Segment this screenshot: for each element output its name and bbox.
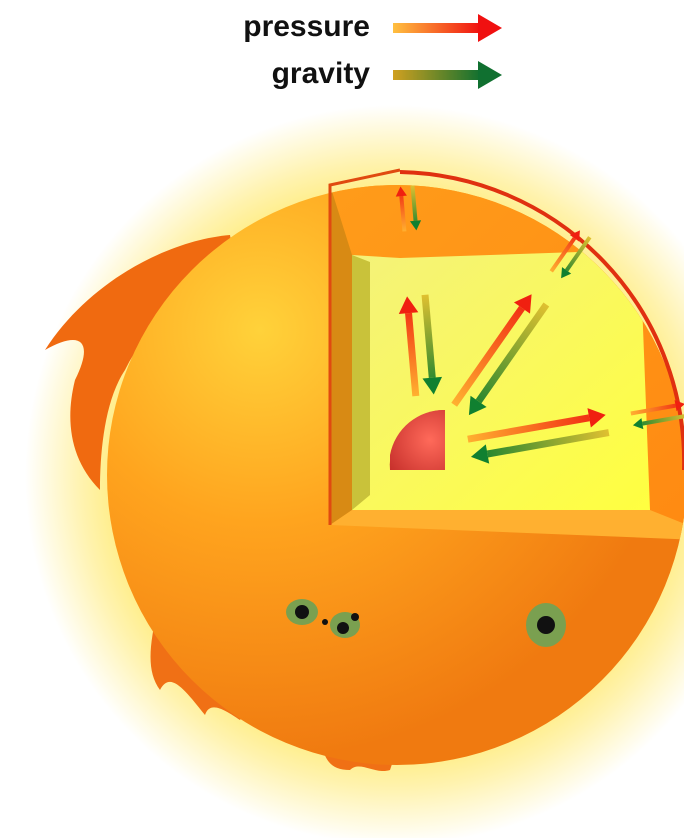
arrow-head xyxy=(468,395,487,416)
prominence xyxy=(45,235,235,490)
force-arrow xyxy=(410,185,418,221)
arrow-head xyxy=(398,296,419,314)
arrow-head xyxy=(674,400,684,412)
force-arrow xyxy=(399,195,407,232)
force-arrow xyxy=(549,237,577,273)
force-arrow xyxy=(421,294,436,379)
legend-arrow xyxy=(393,61,502,89)
cut-edge xyxy=(328,168,401,525)
legend-arrow xyxy=(393,14,502,42)
sunspots xyxy=(286,599,566,647)
arrow-head xyxy=(561,267,572,279)
arrow-head xyxy=(569,230,580,242)
arrow-head xyxy=(513,294,532,314)
arrow-head xyxy=(422,376,443,395)
force-arrow xyxy=(564,236,592,272)
arrow-head xyxy=(587,408,606,428)
force-arrows xyxy=(395,185,684,464)
arrow-head xyxy=(632,418,644,430)
force-arrow xyxy=(467,414,590,443)
force-arrow xyxy=(475,302,550,404)
legend-label: gravity xyxy=(272,57,371,90)
force-arrow xyxy=(486,429,610,458)
force-arrow xyxy=(630,403,676,416)
arrow-head xyxy=(395,186,407,197)
force-arrow xyxy=(405,312,420,397)
arrow-head xyxy=(409,220,422,231)
force-arrow xyxy=(642,414,684,426)
force-arrow xyxy=(451,305,525,407)
core xyxy=(389,409,445,470)
arrow-head xyxy=(470,444,490,464)
legend-label: pressure xyxy=(243,10,370,43)
